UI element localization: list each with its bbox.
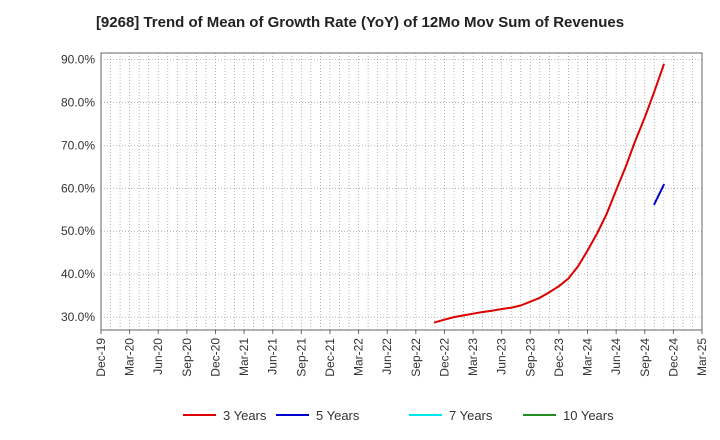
y-tick-label: 40.0% [61, 267, 95, 281]
x-tick-label: Sep-23 [523, 338, 537, 377]
series-lines [433, 63, 665, 324]
x-tick-label: Sep-20 [180, 338, 194, 377]
y-tick-label: 30.0% [61, 310, 95, 324]
plot-area-frame [100, 52, 703, 331]
y-tick-label: 80.0% [61, 95, 95, 109]
series-line-3-years [433, 63, 665, 324]
legend: 3 Years 5 Years 7 Years 10 Years [183, 408, 614, 423]
x-tick-label: Dec-21 [323, 338, 337, 377]
y-tick-label: 60.0% [61, 181, 95, 195]
x-tick-label: Jun-23 [495, 338, 509, 375]
x-tick-label: Dec-24 [666, 338, 680, 377]
legend-label: 10 Years [563, 408, 614, 423]
x-tick-label: Sep-21 [294, 338, 308, 377]
x-tick-label: Dec-19 [94, 338, 108, 377]
legend-label: 3 Years [223, 408, 267, 423]
x-tick-label: Jun-22 [380, 338, 394, 375]
legend-label: 7 Years [449, 408, 493, 423]
legend-label: 5 Years [316, 408, 360, 423]
x-tick-label: Dec-22 [437, 338, 451, 377]
x-tick-label: Mar-21 [237, 338, 251, 376]
x-tick-label: Jun-20 [151, 338, 165, 375]
x-tick-label: Mar-24 [581, 338, 595, 376]
x-tick-label: Jun-24 [609, 338, 623, 375]
x-tick-label: Mar-25 [695, 338, 709, 376]
x-tick-label: Dec-20 [208, 338, 222, 377]
chart-title: [9268] Trend of Mean of Growth Rate (YoY… [95, 14, 625, 31]
x-axis: Dec-19 Mar-20 Jun-20 Sep-20 Dec-20 Mar-21 Jun-… [94, 330, 709, 377]
x-tick-label: Mar-23 [466, 338, 480, 376]
x-tick-label: Mar-20 [123, 338, 137, 376]
x-tick-label: Jun-21 [266, 338, 280, 375]
x-tick-label: Mar-22 [352, 338, 366, 376]
series-line-5-years [653, 183, 665, 206]
x-tick-label: Sep-24 [638, 338, 652, 377]
grid-lines [100, 53, 703, 330]
y-tick-label: 90.0% [61, 52, 95, 66]
y-axis: 30.0% 40.0% 50.0% 60.0% 70.0% 80.0% 90.0% [61, 52, 95, 324]
y-tick-label: 50.0% [61, 224, 95, 238]
y-tick-label: 70.0% [61, 138, 95, 152]
x-tick-label: Sep-22 [409, 338, 423, 377]
x-tick-label: Dec-23 [552, 338, 566, 377]
